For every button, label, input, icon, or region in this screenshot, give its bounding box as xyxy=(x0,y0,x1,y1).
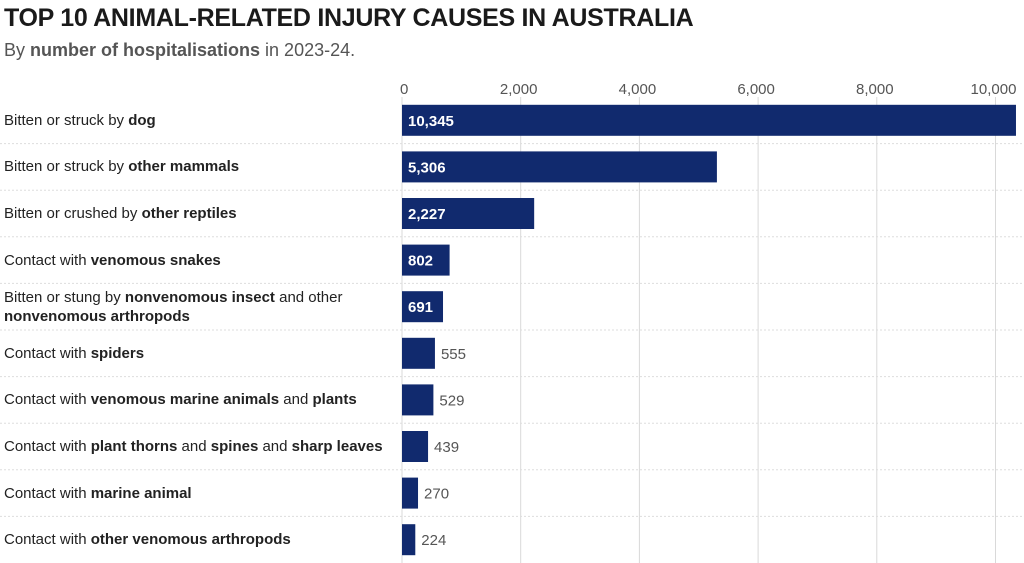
category-label-segment: and xyxy=(177,438,211,455)
bar xyxy=(402,104,1016,136)
bar-value-label: 439 xyxy=(434,439,459,456)
category-label-segment: Bitten or crushed by xyxy=(4,205,142,222)
bar xyxy=(402,198,535,229)
subtitle-bold: number of hospitalisations xyxy=(30,40,261,60)
category-label-segment: marine animal xyxy=(90,484,192,502)
category-label-segment: spines xyxy=(210,438,259,455)
bar-value-label: 802 xyxy=(408,253,433,270)
bar xyxy=(402,524,416,556)
bar xyxy=(402,244,450,276)
value-labels: 10,345 5,306 2,227 802 691 555 529 439 270 224 xyxy=(408,113,466,549)
category-label-segment: Contact with xyxy=(4,484,91,502)
category-label-segment: Contact with xyxy=(4,251,91,269)
bar xyxy=(402,291,444,323)
bar xyxy=(402,477,419,509)
category-label: Bitten or crushed by other reptiles xyxy=(4,204,396,223)
category-label: Contact with spiders xyxy=(4,344,396,363)
row-separators xyxy=(0,143,1024,517)
category-label: Contact with other venomous arthropods xyxy=(4,530,396,549)
x-tick-label: 4,000 xyxy=(619,81,657,98)
category-label-segment: sharp leaves xyxy=(291,438,383,455)
chart-title: TOP 10 ANIMAL-RELATED INJURY CAUSES IN A… xyxy=(4,4,694,32)
category-label: Bitten or struck by dog xyxy=(4,111,396,130)
category-label-segment: and xyxy=(279,391,313,409)
bar-value-label: 270 xyxy=(424,486,449,503)
category-label: Bitten or stung by nonvenomous insect an… xyxy=(4,288,396,326)
category-label-segment: Contact with xyxy=(4,344,91,362)
x-tick-label: 10,000 xyxy=(971,81,1017,98)
category-label-segment: and other xyxy=(274,288,343,306)
bar-value-label: 555 xyxy=(441,346,466,363)
bar-value-label: 691 xyxy=(408,299,433,316)
category-label-segment: Bitten or struck by xyxy=(4,158,129,176)
category-label-segment: Contact with xyxy=(4,438,91,455)
category-label-segment: other reptiles xyxy=(141,205,237,222)
bar xyxy=(402,151,717,183)
bar xyxy=(402,431,429,462)
category-label-segment: other mammals xyxy=(128,158,240,176)
x-tick-label: 8,000 xyxy=(856,81,894,98)
bars xyxy=(402,104,1016,556)
category-label-segment: dog xyxy=(128,111,156,129)
bar-value-label: 10,345 xyxy=(408,113,454,130)
x-tick-label: 6,000 xyxy=(737,81,775,98)
category-label: Contact with venomous snakes xyxy=(4,251,396,270)
category-label-segment: and xyxy=(258,438,292,455)
category-label: Contact with plant thorns and spines and… xyxy=(4,437,396,456)
category-label-segment: Contact with xyxy=(4,391,91,409)
category-labels: Bitten or struck by dog Bitten or struck … xyxy=(0,0,400,563)
bar xyxy=(402,337,435,369)
bar-value-label: 5,306 xyxy=(408,159,446,176)
category-label-segment: plants xyxy=(312,391,357,409)
category-label-segment: nonvenomous arthropods xyxy=(4,307,190,325)
category-label-segment: Bitten or struck by xyxy=(4,111,129,129)
bar-value-label: 529 xyxy=(439,392,464,409)
category-label: Contact with venomous marine animals and… xyxy=(4,390,396,409)
category-label-segment: venomous snakes xyxy=(90,251,221,269)
x-tick-label: 0 xyxy=(400,81,408,98)
category-label: Contact with marine animal xyxy=(4,484,396,503)
category-label-segment: Bitten or stung by xyxy=(4,288,125,306)
bar-value-label: 224 xyxy=(421,532,446,549)
category-label-segment: Contact with xyxy=(4,531,91,549)
category-label-segment: other venomous arthropods xyxy=(90,531,291,549)
category-label-segment: spiders xyxy=(90,344,145,362)
x-tick-label: 2,000 xyxy=(500,81,538,98)
category-label: Bitten or struck by other mammals xyxy=(4,157,396,176)
bar-value-label: 2,227 xyxy=(408,206,446,223)
subtitle-suffix: in 2023-24. xyxy=(260,40,356,60)
category-label-segment: venomous marine animals xyxy=(90,391,280,409)
chart-subtitle: By number of hospitalisations in 2023-24… xyxy=(4,40,355,61)
category-label-segment: plant thorns xyxy=(90,438,178,455)
category-label-segment: nonvenomous insect xyxy=(124,288,275,306)
x-axis-ticks: 0 2,000 4,000 6,000 8,000 10,000 xyxy=(400,81,1016,98)
bar xyxy=(402,384,434,416)
subtitle-prefix: By xyxy=(4,40,31,60)
